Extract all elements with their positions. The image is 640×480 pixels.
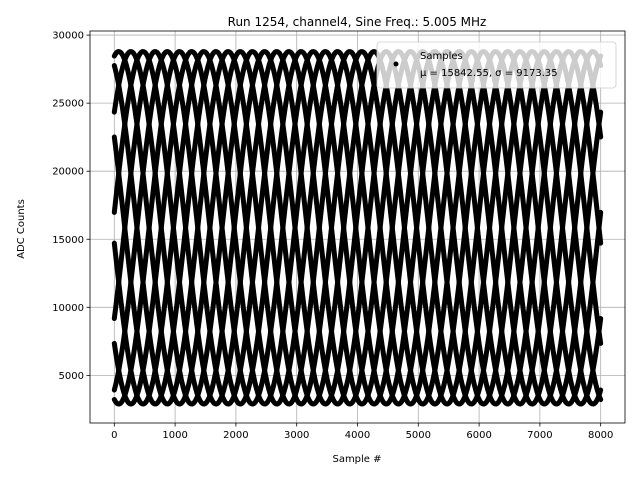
plot-area	[89, 30, 626, 424]
x-tick-label: 3000	[284, 430, 309, 441]
x-axis: 0 1000 2000 3000 4000 5000 6000 7000 8000	[111, 423, 613, 441]
legend-marker	[393, 61, 399, 67]
legend: Samples μ = 15842.55, σ = 9173.35	[376, 41, 617, 89]
x-tick-label: 8000	[588, 430, 613, 441]
x-tick-label: 6000	[466, 430, 491, 441]
sample-trace-5	[111, 49, 604, 407]
x-axis-label: Sample #	[332, 454, 381, 465]
x-tick-label: 2000	[223, 430, 248, 441]
x-tick-label: 7000	[527, 430, 552, 441]
chart-title: Run 1254, channel4, Sine Freq.: 5.005 MH…	[228, 15, 487, 29]
y-tick-label: 25000	[52, 99, 84, 110]
x-tick-label: 4000	[345, 430, 370, 441]
sample-trace-6	[111, 49, 604, 407]
y-tick-label: 15000	[52, 235, 84, 246]
legend-label: Samples	[420, 51, 463, 62]
x-tick-label: 1000	[162, 430, 187, 441]
y-tick-label: 10000	[52, 303, 84, 314]
data-series-samples	[111, 49, 604, 407]
y-tick-label: 30000	[52, 31, 84, 42]
sample-trace-8	[111, 49, 604, 407]
legend-stats: μ = 15842.55, σ = 9173.35	[420, 68, 558, 79]
y-axis-label: ADC Counts	[16, 199, 27, 259]
y-tick-label: 5000	[59, 371, 84, 382]
y-tick-label: 20000	[52, 167, 84, 178]
x-tick-label: 0	[111, 430, 117, 441]
legend-box	[376, 41, 617, 89]
x-tick-label: 5000	[406, 430, 431, 441]
y-axis: 5000 10000 15000 20000 25000 30000	[52, 31, 90, 382]
sample-trace-7	[111, 49, 604, 407]
